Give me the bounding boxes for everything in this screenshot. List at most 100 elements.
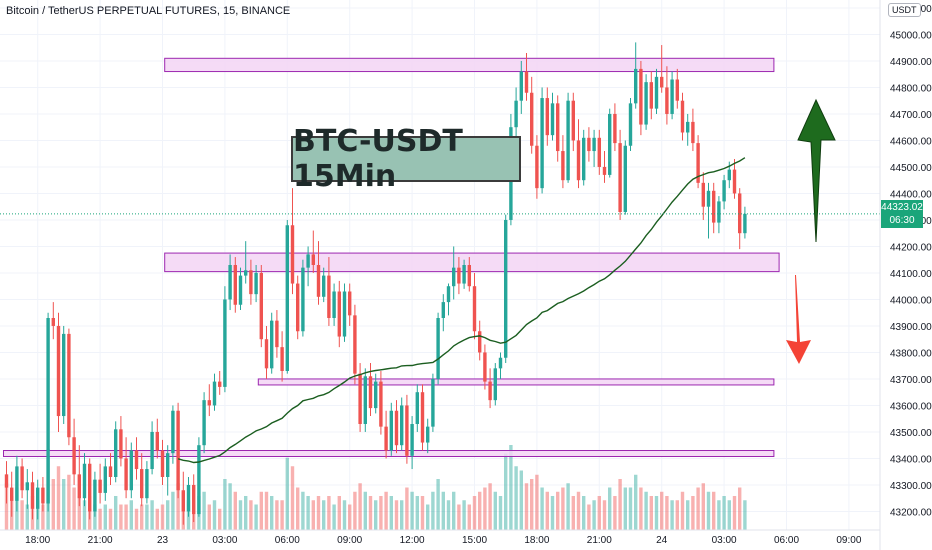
candle — [316, 241, 321, 305]
current-price-value: 44323.02 — [881, 202, 923, 213]
volume-bar — [431, 491, 435, 530]
candle-body — [436, 318, 440, 379]
price-tick-label: 44700.00 — [890, 110, 932, 121]
candle — [98, 463, 102, 504]
price-zone-1[interactable] — [164, 57, 775, 73]
candle — [467, 257, 471, 292]
candle — [514, 87, 518, 141]
candle — [613, 103, 617, 152]
candle-body — [545, 98, 549, 136]
candle — [51, 302, 55, 340]
up-arrow-icon[interactable] — [797, 98, 836, 243]
volume-bar — [134, 508, 139, 530]
candle — [488, 368, 492, 409]
volume-bar — [342, 500, 347, 530]
candle — [634, 42, 638, 109]
volume-bar — [56, 466, 61, 530]
candle — [150, 421, 154, 475]
volume-bar — [62, 479, 66, 530]
volume-bar — [701, 483, 705, 530]
candle-body — [306, 254, 310, 268]
candle-body — [311, 254, 315, 265]
candle — [218, 371, 222, 395]
down-arrow-icon[interactable] — [786, 275, 811, 364]
volume-bar — [602, 500, 607, 530]
candle-body — [238, 275, 243, 305]
volume-bar — [576, 491, 581, 530]
volume-bar — [311, 500, 315, 530]
volume-bar — [145, 504, 149, 530]
candle — [743, 206, 747, 239]
candle-body — [623, 145, 627, 212]
candle-body — [270, 320, 274, 369]
candle — [374, 373, 378, 414]
candle — [738, 188, 742, 250]
price-zone-4[interactable] — [3, 450, 775, 457]
candle-body — [410, 424, 414, 456]
candle-body — [249, 270, 253, 295]
price-tick-label: 44600.00 — [890, 136, 932, 147]
volume-bar — [244, 496, 248, 530]
candle-body — [212, 381, 217, 406]
candle-body — [20, 466, 24, 491]
candle — [290, 188, 295, 295]
price-tick-label: 43400.00 — [890, 454, 932, 465]
price-scale[interactable]: 45100.0045000.0044900.0044800.0044700.00… — [890, 4, 932, 519]
candle-body — [706, 190, 711, 207]
candle — [67, 328, 71, 446]
volume-bar — [218, 508, 222, 530]
candle-body — [186, 484, 191, 512]
candle-body — [155, 431, 159, 451]
candles — [4, 42, 747, 525]
time-scale[interactable]: 18:00 21:00 23 03:00 06:00 09:00 12:00 15:00 18:… — [25, 535, 862, 546]
candle — [41, 477, 45, 512]
candle-body — [218, 381, 222, 387]
volume-bar — [212, 500, 217, 530]
volume-bar — [613, 496, 617, 530]
candle-body — [290, 225, 295, 284]
candle — [379, 371, 383, 435]
volume-bar — [493, 491, 497, 530]
support-resistance-zones[interactable] — [3, 57, 780, 457]
volume-bar — [686, 500, 690, 530]
volume-bar — [82, 500, 87, 530]
volume-bar — [608, 487, 612, 530]
candle — [129, 442, 133, 499]
candle-body — [483, 352, 487, 382]
price-tick-label: 44900.00 — [890, 57, 932, 68]
candle — [145, 461, 149, 504]
candle-body — [498, 357, 503, 369]
candle — [4, 461, 9, 504]
price-tick-label: 44800.00 — [890, 83, 932, 94]
direction-arrows[interactable] — [786, 98, 836, 364]
volume-bar — [327, 496, 331, 530]
candle-body — [72, 437, 76, 475]
time-tick-label: 03:00 — [712, 535, 737, 546]
time-tick-label: 12:00 — [400, 535, 425, 546]
candle — [644, 74, 648, 130]
price-tick-label: 43300.00 — [890, 481, 932, 492]
candle-body — [618, 143, 622, 212]
candle-body — [452, 267, 456, 287]
candle — [25, 469, 29, 509]
price-zone-3[interactable] — [257, 378, 775, 386]
candle — [462, 259, 466, 289]
candle — [207, 384, 211, 417]
volume-bar — [129, 500, 133, 530]
currency-label[interactable]: USDT — [888, 3, 921, 17]
candle-body — [727, 169, 731, 181]
volume-bar — [634, 474, 638, 530]
candle-body — [634, 68, 638, 104]
candle-body — [493, 368, 497, 401]
candle-body — [722, 180, 726, 202]
volume-bar — [296, 487, 300, 530]
symbol-header[interactable]: Bitcoin / TetherUS PERPETUAL FUTURES, 15… — [6, 5, 291, 17]
volume-bar — [483, 487, 487, 530]
candle-body — [368, 376, 373, 409]
candle — [691, 108, 695, 152]
candle-body — [275, 320, 279, 348]
volume-bar — [275, 500, 279, 530]
price-zone-2[interactable] — [164, 252, 780, 273]
volume-bar — [379, 496, 383, 530]
